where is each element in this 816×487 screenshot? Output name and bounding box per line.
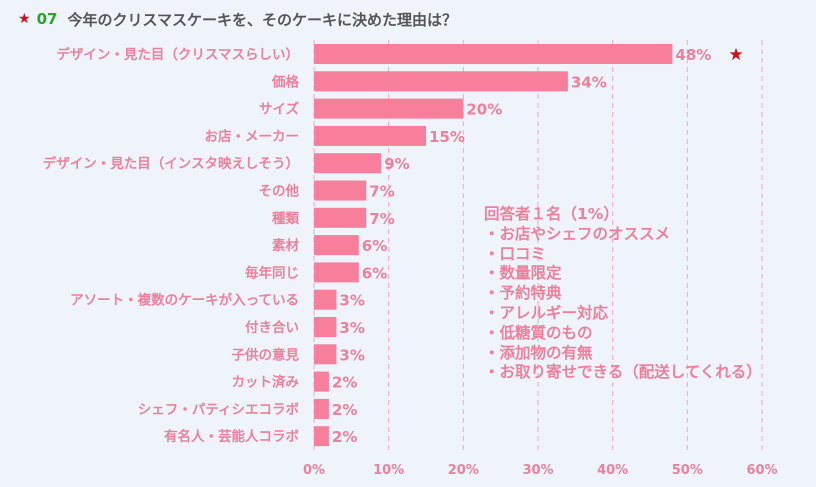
category-label: サイズ bbox=[259, 101, 300, 118]
chart-title: ★ 07 今年のクリスマスケーキを、そのケーキに決めた理由は？ bbox=[18, 8, 457, 30]
star-icon: ★ bbox=[18, 11, 31, 27]
x-tick-label: 60% bbox=[746, 463, 777, 478]
note-item: ・お取り寄せできる（配送してくれる） bbox=[484, 363, 762, 382]
value-label: 7% bbox=[369, 210, 394, 228]
bar bbox=[314, 426, 329, 447]
x-tick-label: 30% bbox=[522, 463, 553, 478]
bar bbox=[314, 289, 337, 310]
category-label: アソート・複数のケーキが入っている bbox=[70, 292, 299, 309]
bar bbox=[314, 262, 359, 283]
note-box: 回答者１名（1%） ・お店やシェフのオススメ ・口コミ ・数量限定 ・予約特典 … bbox=[484, 205, 762, 383]
value-label: 3% bbox=[339, 292, 364, 310]
value-label: 34% bbox=[571, 73, 607, 91]
note-item: ・低糖質のもの bbox=[484, 323, 593, 342]
category-label: その他 bbox=[259, 183, 300, 200]
category-label: デザイン・見た目（クリスマスらしい） bbox=[56, 46, 299, 63]
value-label: 20% bbox=[466, 101, 502, 119]
x-tick-label: 50% bbox=[672, 463, 703, 478]
value-label: 3% bbox=[339, 346, 364, 364]
note-item: ・お店やシェフのオススメ bbox=[484, 224, 671, 243]
bar bbox=[314, 207, 367, 228]
category-label: 子供の意見 bbox=[232, 346, 300, 363]
star-icon: ★ bbox=[728, 45, 743, 65]
category-label: 毎年同じ bbox=[245, 264, 299, 281]
bar bbox=[314, 344, 337, 365]
value-label: 6% bbox=[362, 264, 387, 282]
category-label: お店・メーカー bbox=[205, 128, 300, 145]
value-label: 15% bbox=[429, 128, 465, 146]
category-label: 付き合い bbox=[245, 319, 299, 336]
category-label: 価格 bbox=[271, 73, 299, 90]
category-label: シェフ・パティシエコラボ bbox=[138, 402, 300, 418]
bar bbox=[314, 153, 382, 174]
value-label: 9% bbox=[384, 155, 409, 173]
bar bbox=[314, 98, 464, 119]
value-label: 3% bbox=[339, 319, 364, 337]
category-label: 種類 bbox=[272, 210, 299, 227]
value-label: 2% bbox=[332, 374, 357, 392]
value-label: 48% bbox=[675, 46, 711, 64]
note-item: ・アレルギー対応 bbox=[484, 303, 609, 322]
note-item: ・口コミ bbox=[484, 244, 547, 263]
bar bbox=[314, 125, 426, 146]
bar bbox=[314, 371, 329, 392]
x-tick-label: 10% bbox=[373, 463, 404, 478]
bar bbox=[314, 398, 329, 419]
value-label: 2% bbox=[332, 428, 357, 446]
question-number: 07 bbox=[36, 10, 58, 28]
bar bbox=[314, 180, 367, 201]
value-label: 7% bbox=[369, 183, 394, 201]
bar bbox=[314, 235, 359, 256]
x-tick-label: 40% bbox=[597, 463, 628, 478]
x-tick-label: 20% bbox=[448, 463, 479, 478]
bar bbox=[314, 44, 673, 64]
category-label: カット済み bbox=[232, 374, 300, 391]
category-label: 素材 bbox=[272, 237, 299, 254]
category-label: 有名人・芸能人コラボ bbox=[164, 428, 299, 445]
value-label: 2% bbox=[332, 401, 357, 419]
bar bbox=[314, 317, 337, 337]
question-text: 今年のクリスマスケーキを、そのケーキに決めた理由は？ bbox=[67, 10, 457, 29]
value-label: 6% bbox=[362, 237, 387, 255]
category-label: デザイン・見た目（インスタ映えしそう） bbox=[43, 155, 299, 172]
note-item: ・予約特典 bbox=[484, 284, 562, 303]
bar bbox=[314, 71, 568, 92]
note-heading: 回答者１名（1%） bbox=[484, 205, 619, 223]
note-item: ・数量限定 bbox=[484, 264, 562, 283]
note-item: ・添加物の有無 bbox=[484, 343, 593, 362]
x-tick-label: 0% bbox=[303, 463, 325, 478]
